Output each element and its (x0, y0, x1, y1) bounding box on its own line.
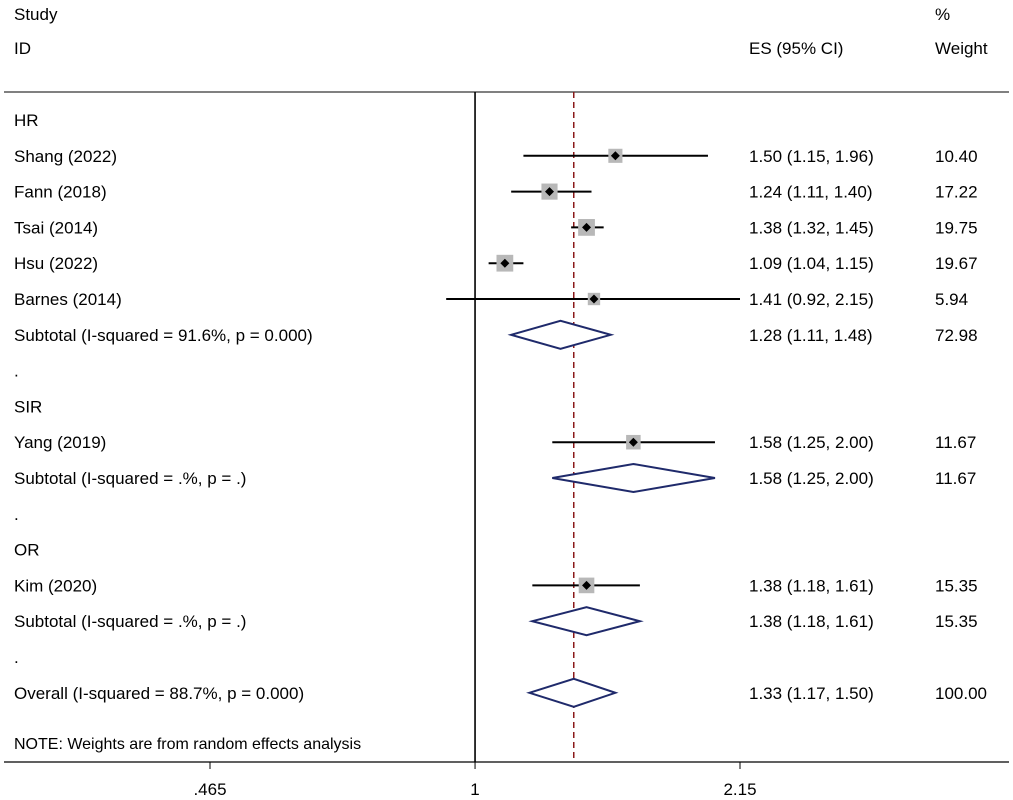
row-label: Subtotal (I-squared = 91.6%, p = 0.000) (14, 326, 313, 345)
forest-row-study: Fann (2018) 1.24 (1.11, 1.40) 17.22 (14, 183, 978, 202)
forest-row-study: Hsu (2022) 1.09 (1.04, 1.15) 19.67 (14, 254, 978, 273)
point-estimate (500, 258, 510, 268)
row-label: Yang (2019) (14, 433, 106, 452)
row-label: Overall (I-squared = 88.7%, p = 0.000) (14, 684, 304, 703)
row-weight: 11.67 (935, 433, 976, 452)
x-tick-label: 2.15 (723, 780, 756, 799)
header-study: Study (14, 5, 58, 24)
point-estimate (545, 187, 555, 197)
x-tick-label: 1 (470, 780, 479, 799)
forest-row-study: Yang (2019) 1.58 (1.25, 2.00) 11.67 (14, 433, 976, 452)
row-label: Subtotal (I-squared = .%, p = .) (14, 469, 246, 488)
forest-row-study: Kim (2020) 1.38 (1.18, 1.61) 15.35 (14, 576, 978, 595)
forest-row-subtotal: Subtotal (I-squared = 91.6%, p = 0.000) 1… (14, 319, 978, 350)
forest-row-study: Shang (2022) 1.50 (1.15, 1.96) 10.40 (14, 147, 978, 166)
row-es-ci: 1.50 (1.15, 1.96) (749, 147, 874, 166)
row-label: . (14, 362, 19, 381)
row-weight: 15.35 (935, 612, 978, 631)
row-es-ci: 1.09 (1.04, 1.15) (749, 254, 874, 273)
forest-row-study: Barnes (2014) 1.41 (0.92, 2.15) 5.94 (14, 290, 968, 309)
row-es-ci: 1.24 (1.11, 1.40) (749, 183, 873, 202)
row-es-ci: 1.41 (0.92, 2.15) (749, 290, 874, 309)
row-label: Hsu (2022) (14, 254, 98, 273)
rows-layer: HR Shang (2022) 1.50 (1.15, 1.96) 10.40 Fann… (14, 111, 987, 708)
pooled-diamond (507, 319, 615, 350)
row-es-ci: 1.38 (1.18, 1.61) (749, 576, 874, 595)
row-es-ci: 1.58 (1.25, 2.00) (749, 433, 874, 452)
header-es-ci: ES (95% CI) (749, 39, 843, 58)
x-tick-label: .465 (193, 780, 226, 799)
row-weight: 72.98 (935, 326, 978, 345)
row-label: Tsai (2014) (14, 218, 98, 237)
row-weight: 10.40 (935, 147, 978, 166)
row-label: SIR (14, 397, 42, 416)
forest-row-subtotal: Subtotal (I-squared = .%, p = .) 1.58 (1.… (14, 462, 976, 494)
row-label: Barnes (2014) (14, 290, 122, 309)
pooled-diamond (552, 462, 716, 494)
row-weight: 5.94 (935, 290, 968, 309)
row-weight: 11.67 (935, 469, 976, 488)
row-label: . (14, 648, 19, 667)
row-label: HR (14, 111, 39, 130)
forest-row-group: OR (14, 541, 40, 560)
footnote: NOTE: Weights are from random effects an… (14, 736, 361, 753)
row-weight: 19.75 (935, 218, 978, 237)
forest-row-blank: . (14, 648, 19, 667)
forest-row-blank: . (14, 505, 19, 524)
header-id: ID (14, 39, 31, 58)
row-weight: 100.00 (935, 684, 987, 703)
row-es-ci: 1.38 (1.18, 1.61) (749, 612, 874, 631)
forest-row-overall: Overall (I-squared = 88.7%, p = 0.000) 1.… (14, 677, 987, 708)
header-weight: Weight (935, 39, 988, 58)
forest-row-subtotal: Subtotal (I-squared = .%, p = .) 1.38 (1.… (14, 606, 978, 637)
row-weight: 17.22 (935, 183, 978, 202)
row-weight: 15.35 (935, 576, 978, 595)
forest-row-study: Tsai (2014) 1.38 (1.32, 1.45) 19.75 (14, 218, 978, 237)
row-es-ci: 1.33 (1.17, 1.50) (749, 684, 874, 703)
axis-layer: .465 1 2.15 (193, 92, 757, 799)
point-estimate (610, 151, 620, 161)
point-estimate (628, 437, 638, 447)
row-es-ci: 1.38 (1.32, 1.45) (749, 218, 874, 237)
row-label: Fann (2018) (14, 183, 107, 202)
row-label: Shang (2022) (14, 147, 117, 166)
point-estimate (582, 580, 592, 590)
row-weight: 19.67 (935, 254, 978, 273)
row-label: . (14, 505, 19, 524)
row-label: OR (14, 541, 40, 560)
row-label: Subtotal (I-squared = .%, p = .) (14, 612, 246, 631)
pooled-diamond (526, 677, 619, 708)
point-estimate (589, 294, 599, 304)
pooled-diamond (528, 606, 644, 637)
point-estimate (582, 222, 592, 232)
row-es-ci: 1.28 (1.11, 1.48) (749, 326, 873, 345)
row-es-ci: 1.58 (1.25, 2.00) (749, 469, 874, 488)
forest-row-group: HR (14, 111, 39, 130)
forest-row-blank: . (14, 362, 19, 381)
forest-row-group: SIR (14, 397, 42, 416)
header-percent: % (935, 5, 950, 24)
row-label: Kim (2020) (14, 576, 97, 595)
